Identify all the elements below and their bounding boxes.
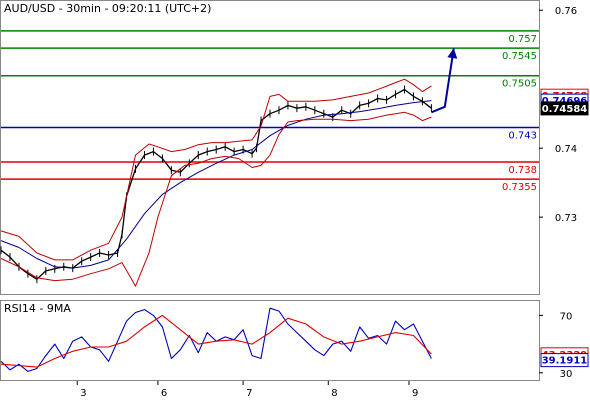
rsi-tag-39-1911: 39.1911 (542, 356, 588, 367)
price-y-axis: 0.76 0.74 0.73 (539, 6, 577, 224)
price-chart-title: AUD/USD - 30min - 09:20:11 (UTC+2) (4, 2, 211, 15)
rsi-pane: 70 30 43.232939.1911 RSI14 - 9MA (0, 300, 589, 381)
x-tick-label-6: 6 (161, 388, 167, 399)
level-label-0-738: 0.738 (508, 165, 537, 176)
rsi-series (0, 307, 432, 372)
rsi-title: RSI14 - 9MA (4, 302, 71, 315)
x-tick-label-9: 9 (412, 388, 418, 399)
rsi-pane-frame (0, 300, 540, 381)
price-y-tick-label-0-74: 0.74 (555, 144, 577, 155)
upper-band-line (0, 78, 432, 261)
moving-average-line (0, 100, 432, 269)
level-label-0-7355: 0.7355 (502, 182, 537, 193)
rsi-tags: 43.232939.1911 (540, 347, 589, 368)
price-tag-0-74584: 0.74584 (542, 104, 588, 115)
price-tags: 0.747680.746960.74584 (540, 88, 589, 116)
level-label-0-7545: 0.7545 (502, 51, 537, 62)
projection-line (431, 48, 455, 114)
level-label-0-757: 0.757 (508, 34, 537, 45)
rsi-tag-box-39-1911 (540, 353, 589, 368)
price-pane-frame (0, 0, 540, 295)
rsi-y-tick-label-30: 30 (560, 369, 573, 380)
price-tag-box-0-74584 (540, 101, 589, 116)
9ma-line (0, 314, 432, 368)
x-axis: 3 6 7 8 9 (76, 381, 418, 399)
rsi-y-axis: 70 30 (539, 311, 573, 380)
price-y-tick-label-0-73: 0.73 (555, 213, 577, 224)
x-tick-label-8: 8 (331, 388, 337, 399)
lower-band-line (0, 111, 432, 287)
x-tick-label-3: 3 (80, 388, 86, 399)
price-y-tick-label-0-76: 0.76 (555, 6, 577, 17)
level-label-0-7505: 0.7505 (502, 79, 537, 90)
projection-arrowhead (447, 48, 458, 59)
rsi-y-tick-label-70: 70 (560, 311, 573, 322)
level-label-0-743: 0.743 (508, 130, 537, 141)
x-tick-label-7: 7 (246, 388, 252, 399)
price-series (0, 48, 458, 287)
support-resistance-levels: 0.757 0.7545 0.7505 0.743 0.738 0.7355 (1, 30, 539, 193)
